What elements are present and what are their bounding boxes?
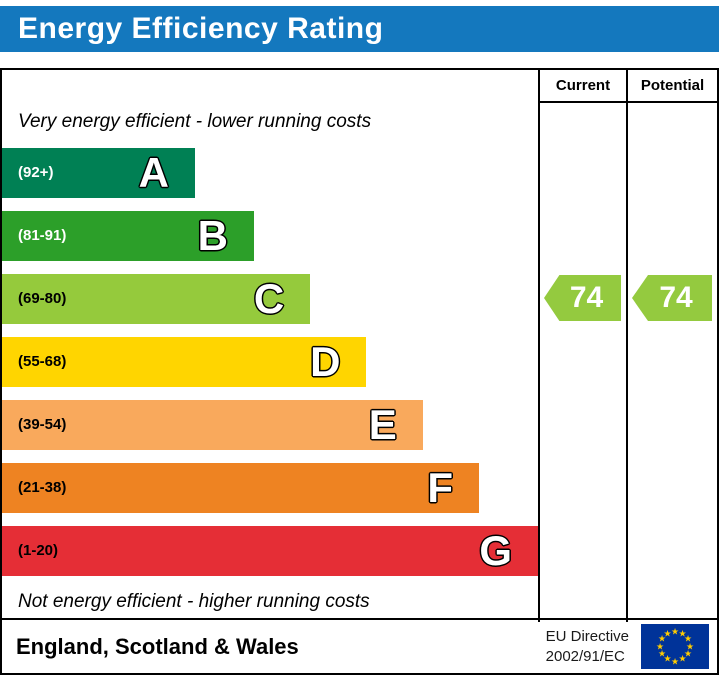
band-letter: B — [197, 211, 228, 259]
band-bar-b: (81-91) B — [2, 210, 254, 261]
band-range: (92+) — [18, 164, 54, 181]
band-letter: E — [368, 400, 397, 448]
band-bar-f: (21-38) F — [2, 462, 480, 513]
band-bar-e: (39-54) E — [2, 399, 423, 450]
band-letter: C — [253, 274, 285, 322]
current-column: 74 — [538, 103, 626, 622]
chart-header-spacer — [2, 70, 538, 103]
band-range: (69-80) — [18, 290, 67, 307]
band-row-g: (1-20) G — [2, 519, 538, 582]
eu-flag: ★ ★ ★ ★ ★ ★ ★ ★ ★ ★ ★ ★ — [641, 624, 709, 669]
band-bar-a: (92+) A — [2, 147, 195, 198]
rating-scale: Very energy efficient - lower running co… — [2, 103, 538, 622]
potential-rating-value: 74 — [659, 281, 693, 314]
page-title: Energy Efficiency Rating — [18, 12, 384, 45]
band-letter: G — [479, 526, 512, 574]
band-range: (81-91) — [18, 227, 67, 244]
title-bar: Energy Efficiency Rating — [0, 6, 719, 52]
current-column-header: Current — [538, 70, 626, 103]
band-row-c: (69-80) C — [2, 267, 538, 330]
potential-column-header: Potential — [626, 70, 717, 103]
eu-directive-line1: EU Directive — [545, 628, 629, 645]
band-range: (39-54) — [18, 416, 67, 433]
top-note: Very energy efficient - lower running co… — [18, 111, 372, 132]
current-rating-value: 74 — [569, 281, 604, 314]
band-bar-d: (55-68) D — [2, 336, 367, 387]
band-range: (21-38) — [18, 479, 67, 496]
potential-rating-arrow: 74 — [632, 275, 712, 321]
band-range: (1-20) — [18, 542, 59, 559]
footer-right: EU Directive 2002/91/EC ★ ★ ★ ★ ★ ★ ★ ★ ★ ★ ★ ★ — [546, 624, 709, 669]
bands: (92+) A (81-91) B (69-80) C — [2, 141, 538, 582]
band-row-d: (55-68) D — [2, 330, 538, 393]
bottom-note: Not energy efficient - higher running co… — [18, 591, 370, 612]
footer: England, Scotland & Wales EU Directive 2… — [0, 620, 719, 675]
band-range: (55-68) — [18, 353, 67, 370]
region-label: England, Scotland & Wales — [16, 633, 299, 659]
eu-directive-label: EU Directive 2002/91/EC — [546, 627, 629, 666]
band-bar-c: (69-80) C — [2, 273, 311, 324]
band-row-f: (21-38) F — [2, 456, 538, 519]
band-bar-g: (1-20) G — [2, 525, 538, 576]
current-rating-arrow: 74 — [544, 275, 621, 321]
band-row-e: (39-54) E — [2, 393, 538, 456]
rating-chart: Current Potential Very energy efficient … — [0, 68, 719, 622]
band-letter: F — [427, 463, 454, 511]
eu-flag-stars: ★ ★ ★ ★ ★ ★ ★ ★ ★ ★ ★ ★ — [655, 626, 695, 666]
band-letter: D — [310, 337, 341, 385]
band-letter: A — [138, 148, 169, 196]
band-row-b: (81-91) B — [2, 204, 538, 267]
band-row-a: (92+) A — [2, 141, 538, 204]
potential-column: 74 — [626, 103, 717, 622]
eu-directive-line2: 2002/91/EC — [545, 647, 625, 665]
